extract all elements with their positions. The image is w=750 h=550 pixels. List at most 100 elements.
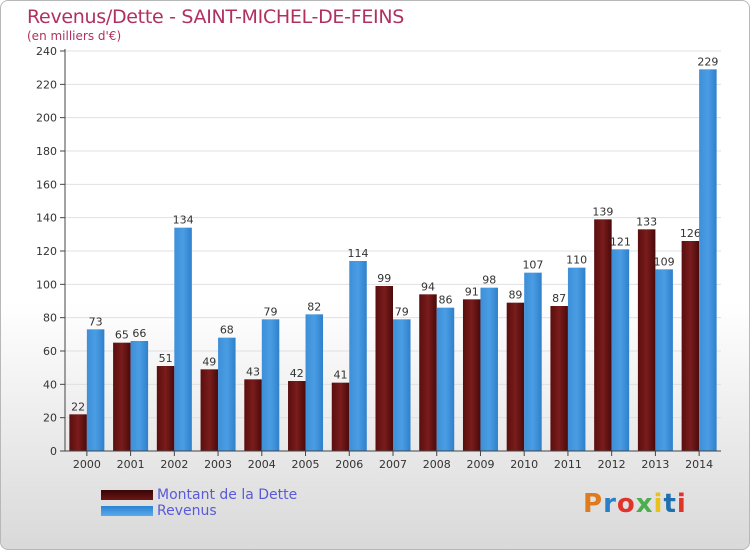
logo-letter: t — [663, 489, 677, 519]
data-label: 65 — [115, 329, 129, 342]
x-tick-label: 2001 — [117, 458, 145, 471]
logo-letter: x — [635, 489, 654, 519]
data-label: 139 — [592, 205, 613, 218]
data-label: 73 — [89, 315, 103, 328]
bar-revenus — [480, 287, 498, 451]
bar-dette — [462, 299, 481, 451]
logo-letter: i — [653, 489, 664, 519]
y-tick-label: 80 — [43, 312, 57, 325]
x-tick-label: 2012 — [598, 458, 626, 471]
logo-letter: r — [603, 489, 617, 519]
bar-dette — [550, 306, 568, 451]
bar-revenus — [218, 337, 236, 451]
data-label: 107 — [522, 259, 543, 272]
y-tick-label: 20 — [43, 412, 57, 425]
bar-dette — [681, 241, 700, 451]
x-tick-label: 2014 — [685, 458, 713, 471]
x-tick-label: 2005 — [292, 458, 320, 471]
data-label: 82 — [307, 300, 321, 313]
legend-item-revenus: Revenus — [101, 503, 297, 519]
chart-subtitle: (en milliers d'€) — [27, 29, 122, 43]
y-tick-label: 160 — [36, 178, 57, 191]
legend-swatch-revenus — [101, 506, 153, 516]
y-tick-label: 100 — [36, 278, 57, 291]
bar-dette — [156, 366, 175, 451]
data-label: 133 — [636, 215, 657, 228]
proxiti-logo: Proxiti — [583, 489, 687, 519]
bar-dette — [69, 414, 87, 451]
data-label: 42 — [290, 367, 304, 380]
data-label: 41 — [334, 369, 348, 382]
bar-revenus — [524, 272, 542, 451]
bar-revenus — [86, 329, 105, 451]
x-tick-label: 2009 — [466, 458, 494, 471]
legend-item-dette: Montant de la Dette — [101, 487, 297, 503]
data-label: 109 — [654, 255, 675, 268]
bar-dette — [331, 382, 350, 451]
y-tick-label: 140 — [36, 212, 57, 225]
x-tick-label: 2000 — [73, 458, 101, 471]
data-label: 66 — [132, 327, 146, 340]
bar-revenus — [393, 319, 411, 451]
data-label: 89 — [508, 289, 522, 302]
data-label: 22 — [71, 400, 85, 413]
bar-dette — [375, 286, 393, 451]
data-label: 79 — [264, 305, 278, 318]
y-tick-label: 180 — [36, 145, 57, 158]
bar-dette — [113, 342, 131, 451]
y-tick-label: 200 — [36, 112, 57, 125]
bar-dette — [200, 369, 219, 451]
data-label: 87 — [552, 292, 566, 305]
bar-revenus — [436, 307, 455, 451]
data-label: 94 — [421, 280, 435, 293]
x-tick-label: 2002 — [160, 458, 188, 471]
x-tick-label: 2008 — [423, 458, 451, 471]
bar-revenus — [130, 341, 149, 451]
data-label: 86 — [438, 294, 452, 307]
data-label: 99 — [377, 272, 391, 285]
bar-dette — [244, 379, 262, 451]
x-tick-label: 2013 — [641, 458, 669, 471]
x-tick-label: 2011 — [554, 458, 582, 471]
x-tick-label: 2007 — [379, 458, 407, 471]
data-label: 91 — [465, 285, 479, 298]
bar-revenus — [699, 69, 717, 451]
legend-label-revenus: Revenus — [157, 503, 217, 519]
y-tick-label: 60 — [43, 345, 57, 358]
bar-dette — [637, 229, 656, 451]
bar-revenus — [655, 269, 673, 451]
data-label: 229 — [697, 55, 718, 68]
data-label: 51 — [159, 352, 173, 365]
bar-dette — [506, 302, 525, 451]
y-tick-label: 120 — [36, 245, 57, 258]
data-label: 43 — [246, 365, 260, 378]
y-tick-label: 240 — [36, 45, 57, 58]
legend-swatch-dette — [101, 490, 153, 500]
legend-label-dette: Montant de la Dette — [157, 487, 298, 503]
chart-title: Revenus/Dette - SAINT-MICHEL-DE-FEINS — [27, 6, 405, 28]
data-label: 49 — [202, 355, 216, 368]
bar-revenus — [349, 261, 367, 451]
legend: Montant de la Dette Revenus — [101, 487, 297, 519]
data-label: 134 — [173, 214, 194, 227]
x-tick-label: 2004 — [248, 458, 276, 471]
data-label: 126 — [680, 227, 701, 240]
bar-dette — [594, 219, 612, 451]
x-tick-label: 2006 — [335, 458, 363, 471]
bar-revenus — [611, 249, 630, 451]
y-tick-label: 40 — [43, 378, 57, 391]
data-label: 79 — [395, 305, 409, 318]
bar-revenus — [305, 314, 324, 451]
data-label: 121 — [610, 235, 631, 248]
logo-letter: o — [616, 489, 636, 519]
data-label: 98 — [482, 274, 496, 287]
bar-revenus — [261, 319, 280, 451]
bar-revenus — [567, 267, 586, 451]
logo-letter: i — [676, 489, 687, 519]
data-label: 68 — [220, 324, 234, 337]
bar-dette — [288, 381, 306, 451]
x-tick-label: 2010 — [510, 458, 538, 471]
y-tick-label: 0 — [50, 445, 57, 458]
